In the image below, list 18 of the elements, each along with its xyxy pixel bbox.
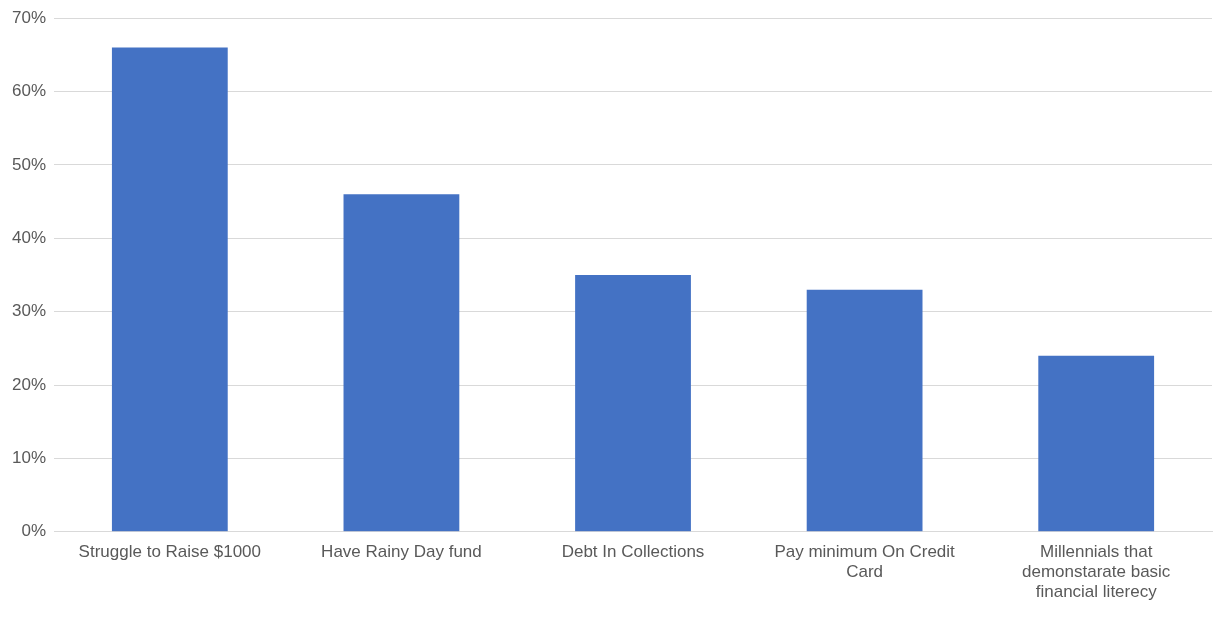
y-tick-label: 50% — [11, 154, 47, 174]
bar — [575, 275, 691, 532]
x-tick-label: Struggle to Raise $1000 — [78, 541, 262, 561]
x-tick-label: Debt In Collections — [561, 541, 705, 561]
y-tick-label: 20% — [11, 374, 47, 394]
y-tick-label: 10% — [11, 448, 47, 468]
x-tick-label: Have Rainy Day fund — [321, 541, 482, 561]
y-tick-label: 70% — [11, 7, 47, 27]
x-tick-label: Pay minimum On Credit Card — [774, 541, 956, 582]
y-tick-label: 30% — [11, 301, 47, 321]
bar — [806, 289, 923, 532]
bar — [343, 194, 460, 532]
y-tick-label: 60% — [11, 81, 47, 101]
x-tick-label: Millennials that demonstarate basic financial literecy — [1022, 541, 1171, 602]
bar — [111, 47, 228, 532]
y-tick-label: 40% — [11, 228, 47, 247]
bar — [1038, 355, 1155, 532]
y-tick-label: 0% — [21, 521, 47, 541]
